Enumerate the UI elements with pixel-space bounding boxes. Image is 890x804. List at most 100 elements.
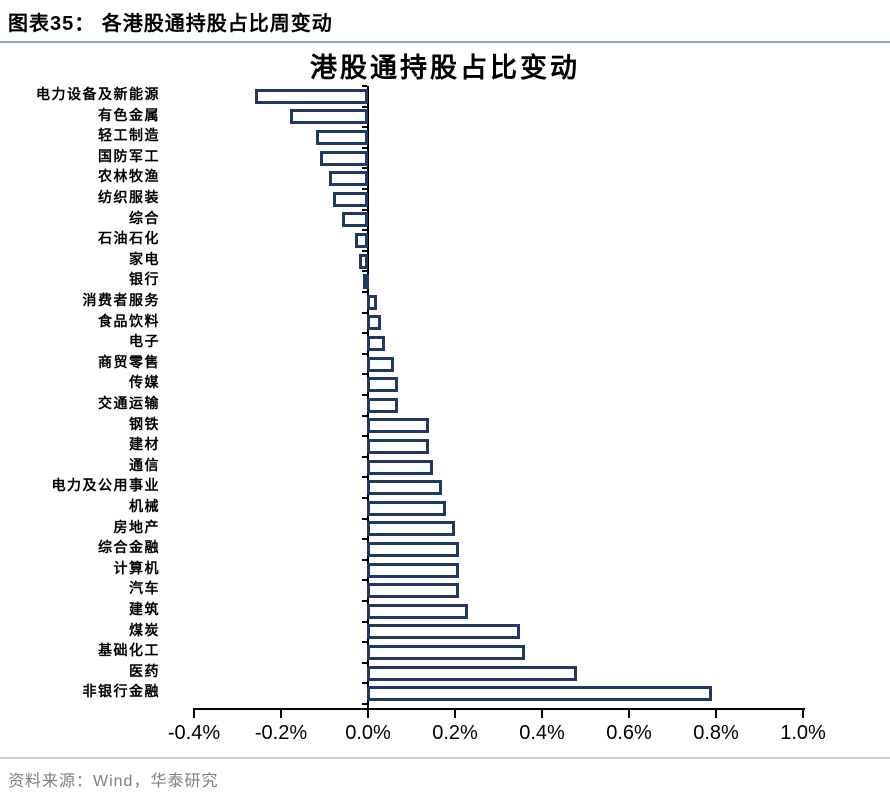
x-axis-tick [193, 708, 195, 718]
y-axis-tick [362, 538, 367, 541]
y-axis-tick [362, 291, 367, 293]
category-label: 交通运输 [98, 397, 160, 412]
chart-title: 港股通持股占比变动 [310, 53, 580, 83]
y-axis [367, 86, 369, 708]
category-label: 医药 [129, 664, 160, 680]
bar-建筑 [367, 603, 469, 619]
x-tick-label: 1.0% [780, 722, 826, 744]
bar-钢铁 [367, 418, 429, 434]
bar-消费者服务 [367, 294, 377, 310]
category-label: 机械 [129, 500, 160, 515]
x-axis-tick [715, 708, 717, 718]
bar-建材 [367, 439, 429, 454]
y-axis-tick [362, 249, 367, 252]
y-axis-tick [362, 579, 367, 582]
y-axis-tick [362, 620, 367, 623]
x-tick-label: -0.4% [167, 722, 221, 744]
y-axis-tick [362, 558, 367, 561]
y-axis-tick [362, 394, 367, 396]
header-rule [0, 41, 890, 43]
x-axis-tick [280, 708, 282, 718]
category-label: 电力设备及新能源 [36, 88, 160, 103]
category-label: 汽车 [129, 582, 160, 598]
category-label: 建材 [129, 438, 160, 454]
y-axis-tick [362, 373, 367, 376]
bar-交通运输 [367, 397, 399, 413]
category-label: 商贸零售 [98, 355, 160, 371]
y-axis-tick [362, 600, 367, 602]
category-label: 食品饮料 [98, 314, 160, 330]
category-label: 家电 [129, 252, 160, 268]
category-label: 电子 [129, 335, 160, 351]
y-axis-tick [362, 435, 367, 438]
bar-电力及公用事业 [367, 480, 442, 496]
category-label: 钢铁 [129, 417, 160, 433]
x-tick-label: 0.2% [432, 722, 478, 744]
bar-机械 [367, 500, 447, 516]
category-label: 有色金属 [98, 108, 160, 124]
y-axis-tick [362, 517, 367, 520]
category-label: 建筑 [129, 603, 160, 618]
x-tick-label: 0.8% [693, 722, 739, 744]
bar-轻工制造 [315, 130, 368, 145]
y-axis-tick [362, 332, 367, 335]
bar-商贸零售 [367, 356, 395, 372]
bar-银行 [363, 274, 369, 290]
category-label: 房地产 [113, 520, 160, 536]
bar-基础化工 [367, 645, 525, 660]
category-label: 基础化工 [98, 644, 160, 660]
y-axis-tick [362, 146, 367, 149]
y-axis-tick [362, 497, 367, 499]
y-axis-tick [362, 270, 367, 273]
bar-综合金融 [367, 542, 460, 557]
category-label: 非银行金融 [82, 685, 160, 701]
y-axis-tick [362, 85, 367, 87]
bar-汽车 [367, 583, 460, 599]
category-label: 国防军工 [98, 149, 160, 165]
bar-综合 [341, 212, 368, 228]
x-axis-tick [367, 708, 369, 718]
bar-房地产 [367, 521, 455, 537]
category-label: 农林牧渔 [98, 170, 160, 186]
y-axis-tick [362, 455, 367, 458]
x-tick-label: 0.4% [519, 722, 565, 744]
bar-农林牧渔 [328, 171, 368, 187]
bar-医药 [367, 665, 577, 681]
category-label: 轻工制造 [98, 129, 160, 145]
x-tick-label: 0.0% [345, 722, 391, 744]
x-axis-tick [802, 708, 804, 718]
y-axis-tick [362, 414, 367, 417]
y-axis-tick [362, 352, 367, 355]
bar-煤炭 [367, 624, 521, 640]
bar-非银行金融 [367, 686, 712, 702]
category-label: 电力及公用事业 [51, 479, 160, 495]
category-label: 通信 [129, 458, 160, 474]
y-axis-tick [362, 311, 367, 314]
y-axis-tick [362, 661, 367, 664]
y-axis-tick [362, 188, 367, 190]
category-label: 煤炭 [129, 623, 160, 639]
y-axis-tick [362, 105, 367, 108]
bar-国防军工 [320, 150, 368, 166]
bar-有色金属 [289, 109, 368, 125]
y-axis-tick [362, 167, 367, 170]
category-label: 综合 [129, 211, 160, 227]
y-axis-tick [362, 229, 367, 232]
category-label: 计算机 [113, 561, 160, 577]
bar-石油石化 [354, 233, 368, 248]
category-label: 综合金融 [98, 541, 160, 557]
bar-传媒 [367, 377, 399, 393]
y-axis-tick [362, 641, 367, 644]
x-axis-tick [454, 708, 456, 718]
category-label: 银行 [129, 273, 160, 289]
category-label: 消费者服务 [82, 294, 160, 309]
bar-电子 [367, 336, 386, 351]
y-axis-tick [362, 476, 367, 479]
category-label: 石油石化 [98, 232, 160, 248]
x-axis [193, 708, 805, 710]
x-tick-label: 0.6% [606, 722, 652, 744]
y-axis-tick [362, 208, 367, 211]
x-axis-tick [628, 708, 630, 718]
bar-食品饮料 [367, 315, 382, 331]
